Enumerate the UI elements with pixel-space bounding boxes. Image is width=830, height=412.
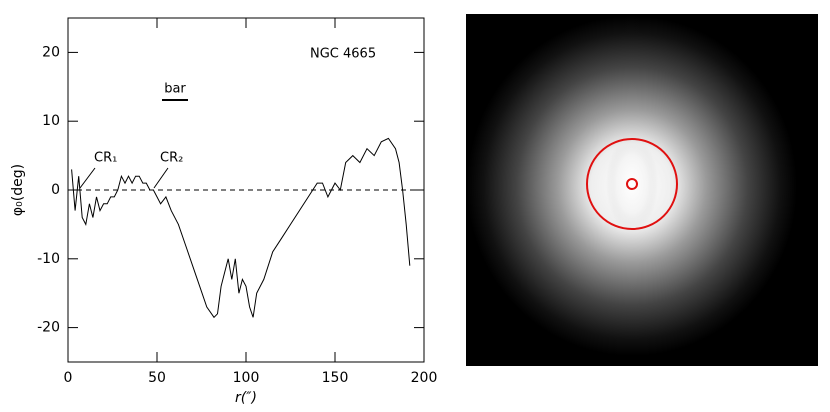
annotation: CR₁ [94,151,117,166]
y-axis-label: φ₀(deg) [10,164,26,216]
data-line [71,137,411,319]
corotation-circle [586,138,678,230]
plot-frame [67,17,425,363]
annotation: NGC 4665 [310,47,376,62]
arrow [79,167,96,189]
x-tick-label: 200 [411,370,438,386]
x-tick-label: 50 [148,370,166,386]
y-tick-label: 0 [51,182,60,198]
y-tick-label: 20 [42,44,60,60]
x-axis-label: r(″) [235,390,257,406]
x-tick-label: 150 [322,370,349,386]
inner-circle [626,178,638,190]
galaxy-bar [606,136,658,232]
y-tick-label: 10 [42,113,60,129]
arrow [153,167,169,189]
x-tick-label: 100 [233,370,260,386]
y-tick-label: -20 [37,320,60,336]
galaxy-image [466,14,818,366]
annotation: bar [164,82,186,97]
annotation: CR₂ [160,151,183,166]
y-tick-label: -10 [37,251,60,267]
x-tick-label: 0 [64,370,73,386]
